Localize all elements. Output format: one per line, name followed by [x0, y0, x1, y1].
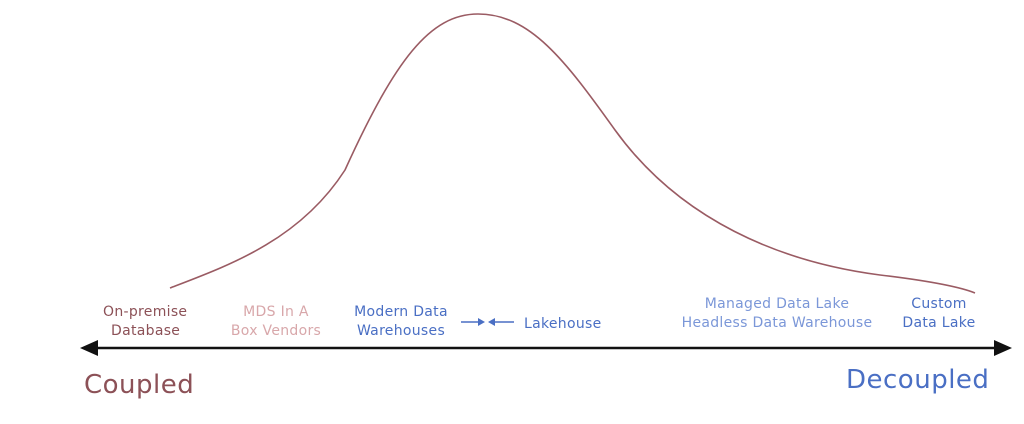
arrow-right-head: [478, 318, 485, 326]
label-managed-line2: Headless Data Warehouse: [681, 315, 873, 331]
label-on-premise-line1: On-premise: [103, 304, 188, 320]
label-mds-line2: Box Vendors: [230, 323, 322, 339]
label-mds-line1: MDS In A: [243, 304, 309, 320]
label-on-premise-line2: Database: [111, 323, 181, 339]
label-modern-line1: Modern Data: [354, 304, 448, 320]
axis-label-decoupled: Decoupled: [846, 365, 990, 395]
label-custom-line1: Custom: [911, 296, 967, 312]
label-mds-in-a-box-vendors: MDS In A Box Vendors: [218, 303, 334, 341]
bell-curve: [169, 13, 976, 294]
axis-right-arrowhead: [994, 340, 1012, 356]
label-lakehouse: Lakehouse: [524, 315, 602, 334]
label-modern-line2: Warehouses: [356, 323, 446, 339]
arrow-left-head: [488, 318, 495, 326]
label-managed-data-lake: Managed Data Lake Headless Data Warehous…: [680, 295, 874, 333]
label-on-premise-database: On-premise Database: [103, 303, 187, 341]
axis-label-coupled: Coupled: [84, 370, 195, 400]
label-lakehouse-text: Lakehouse: [524, 316, 602, 332]
axis-left-arrowhead: [80, 340, 98, 356]
label-custom-data-lake: Custom Data Lake: [890, 295, 988, 333]
label-modern-data-warehouses: Modern Data Warehouses: [342, 303, 460, 341]
label-managed-line1: Managed Data Lake: [704, 296, 850, 312]
label-custom-line2: Data Lake: [902, 315, 976, 331]
